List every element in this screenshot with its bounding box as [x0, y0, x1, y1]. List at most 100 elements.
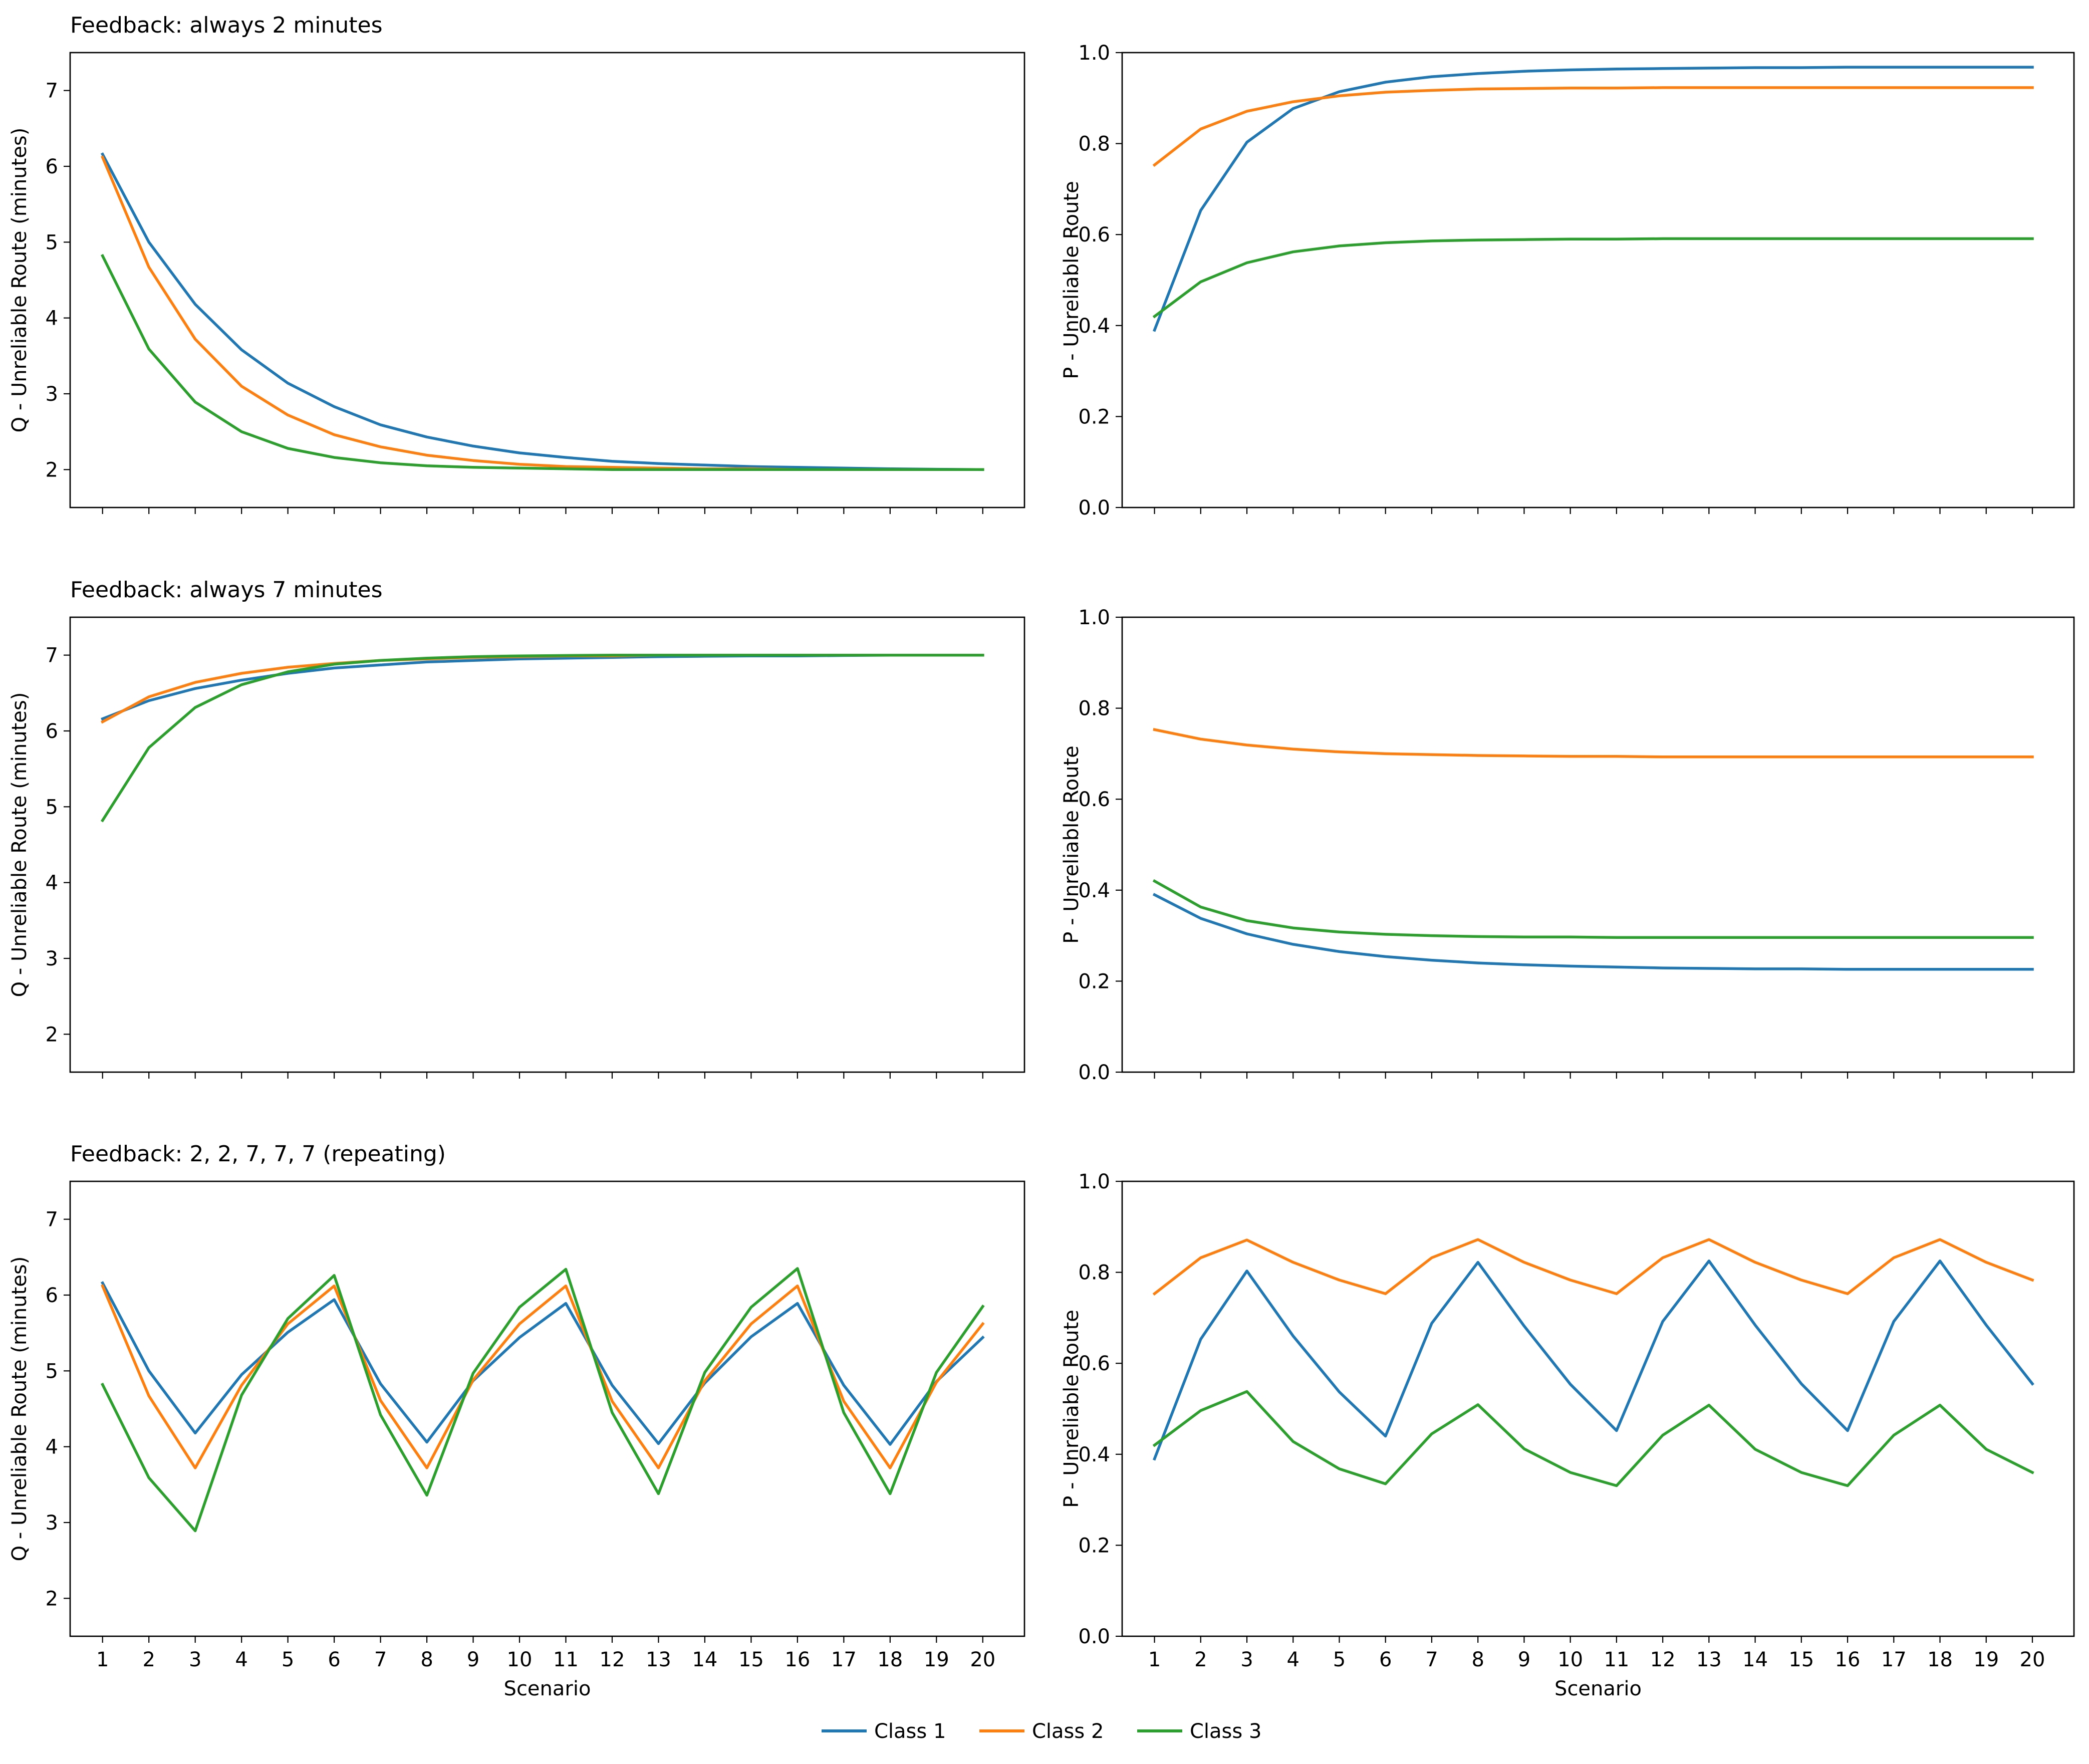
y-axis-label: Q - Unreliable Route (minutes): [8, 1256, 31, 1562]
y-tick-label: 4: [46, 1436, 58, 1459]
y-tick-label: 0.4: [1078, 1443, 1110, 1466]
x-tick-label: 8: [1471, 1648, 1484, 1671]
x-tick-label: 4: [235, 1648, 247, 1671]
y-tick-label: 0.0: [1078, 1625, 1110, 1648]
y-tick-label: 5: [46, 1360, 58, 1383]
y-tick-label: 0.6: [1078, 1352, 1110, 1375]
y-axis-label: P - Unreliable Route: [1060, 181, 1083, 379]
x-tick-label: 1: [1148, 1648, 1161, 1671]
x-tick-label: 14: [692, 1648, 717, 1671]
x-axis-label: Scenario: [1554, 1677, 1642, 1700]
legend-label-class-3: Class 3: [1190, 1720, 1261, 1743]
y-tick-label: 3: [46, 947, 58, 970]
y-axis-label: Q - Unreliable Route (minutes): [8, 128, 31, 433]
series-line-class-1: [1153, 1259, 2034, 1461]
x-tick-label: 10: [507, 1648, 533, 1671]
x-tick-label: 5: [1333, 1648, 1346, 1671]
y-tick-label: 0.6: [1078, 788, 1110, 811]
y-tick-label: 0.2: [1078, 1534, 1110, 1557]
x-tick-label: 8: [420, 1648, 433, 1671]
legend-label-class-1: Class 1: [874, 1720, 946, 1743]
x-tick-label: 13: [646, 1648, 671, 1671]
series-line-class-3: [100, 653, 984, 823]
x-tick-label: 3: [189, 1648, 201, 1671]
panel-title: Feedback: 2, 2, 7, 7, 7 (repeating): [70, 1141, 446, 1167]
series-line-class-3: [1152, 879, 2034, 939]
plot-frame: [69, 52, 1025, 509]
y-tick-label: 7: [46, 1208, 58, 1231]
panel-title: Feedback: always 2 minutes: [70, 13, 383, 38]
y-tick-label: 0.2: [1078, 405, 1110, 428]
x-tick-label: 20: [2020, 1648, 2045, 1671]
y-tick-label: 6: [46, 155, 58, 178]
series-line-class-1: [100, 1281, 985, 1446]
x-tick-label: 7: [1425, 1648, 1438, 1671]
x-tick-label: 20: [970, 1648, 995, 1671]
x-tick-label: 17: [1881, 1648, 1907, 1671]
y-axis-label: Q - Unreliable Route (minutes): [8, 692, 31, 997]
x-tick-label: 19: [924, 1648, 949, 1671]
x-tick-label: 11: [1604, 1648, 1629, 1671]
y-tick-label: 4: [46, 307, 58, 330]
x-tick-label: 16: [785, 1648, 810, 1671]
y-tick-label: 7: [46, 80, 58, 103]
series-line-class-3: [1152, 1390, 2034, 1487]
x-tick-label: 2: [1194, 1648, 1207, 1671]
x-tick-label: 2: [142, 1648, 155, 1671]
x-tick-label: 18: [877, 1648, 903, 1671]
y-tick-label: 0.4: [1078, 879, 1110, 902]
series-line-class-1: [1152, 893, 2034, 971]
panel-3: Feedback: always 7 minutes 2 3 4 5 6 7 Q - Unre…: [8, 577, 1025, 1079]
y-tick-label: 6: [46, 720, 58, 743]
series-line-class-2: [1152, 86, 2034, 167]
x-tick-label: 11: [553, 1648, 579, 1671]
y-tick-label: 2: [46, 458, 58, 481]
y-tick-label: 7: [46, 644, 58, 667]
y-tick-label: 6: [46, 1284, 58, 1307]
panel-5: Feedback: 2, 2, 7, 7, 7 (repeating) 2 3 4 5 6…: [8, 1141, 1025, 1700]
x-tick-label: 12: [600, 1648, 625, 1671]
plot-frame: [69, 616, 1025, 1073]
y-axis-label: P - Unreliable Route: [1060, 1310, 1083, 1507]
series-line-class-2: [1153, 728, 2034, 759]
x-tick-label: 1: [96, 1648, 109, 1671]
y-tick-label: 2: [46, 1587, 58, 1610]
y-tick-label: 1.0: [1078, 42, 1110, 65]
series-line-class-1: [1153, 66, 2034, 332]
series-line-class-2: [1152, 1238, 2034, 1296]
y-tick-label: 0.4: [1078, 315, 1110, 338]
y-tick-label: 0.6: [1078, 223, 1110, 246]
y-tick-label: 0.8: [1078, 1262, 1110, 1285]
x-tick-label: 7: [374, 1648, 387, 1671]
y-tick-label: 1.0: [1078, 606, 1110, 629]
x-tick-label: 16: [1835, 1648, 1861, 1671]
y-tick-label: 5: [46, 231, 58, 254]
y-axis-label: P - Unreliable Route: [1060, 745, 1083, 943]
series-line-class-1: [100, 152, 984, 471]
x-tick-label: 15: [1788, 1648, 1814, 1671]
x-axis-label: Scenario: [504, 1677, 591, 1700]
panel-2: 0.0 0.2 0.4 0.6 0.8 1.0 P - Unreliable Route: [1060, 42, 2075, 520]
legend: Class 1 Class 2 Class 3: [822, 1720, 1261, 1743]
y-tick-label: 2: [46, 1023, 58, 1046]
y-tick-label: 1.0: [1078, 1170, 1110, 1193]
y-tick-label: 0.8: [1078, 697, 1110, 720]
y-tick-label: 0.0: [1078, 496, 1110, 520]
series-line-class-2: [101, 1284, 985, 1469]
x-tick-label: 6: [328, 1648, 340, 1671]
x-tick-label: 19: [1973, 1648, 1999, 1671]
y-tick-label: 3: [46, 1511, 58, 1535]
plot-frame: [1121, 616, 2075, 1073]
series-line-class-3: [101, 1267, 985, 1533]
series-line-class-3: [101, 254, 984, 471]
x-tick-label: 6: [1379, 1648, 1392, 1671]
panel-4: 0.0 0.2 0.4 0.6 0.8 1.0 P - Unreliable Route: [1060, 606, 2075, 1084]
y-tick-label: 4: [46, 872, 58, 895]
x-tick-label: 3: [1240, 1648, 1253, 1671]
x-tick-label: 15: [738, 1648, 764, 1671]
x-tick-label: 10: [1557, 1648, 1583, 1671]
series-line-class-3: [1152, 237, 2034, 319]
y-tick-label: 0.8: [1078, 133, 1110, 156]
x-tick-label: 9: [1518, 1648, 1530, 1671]
